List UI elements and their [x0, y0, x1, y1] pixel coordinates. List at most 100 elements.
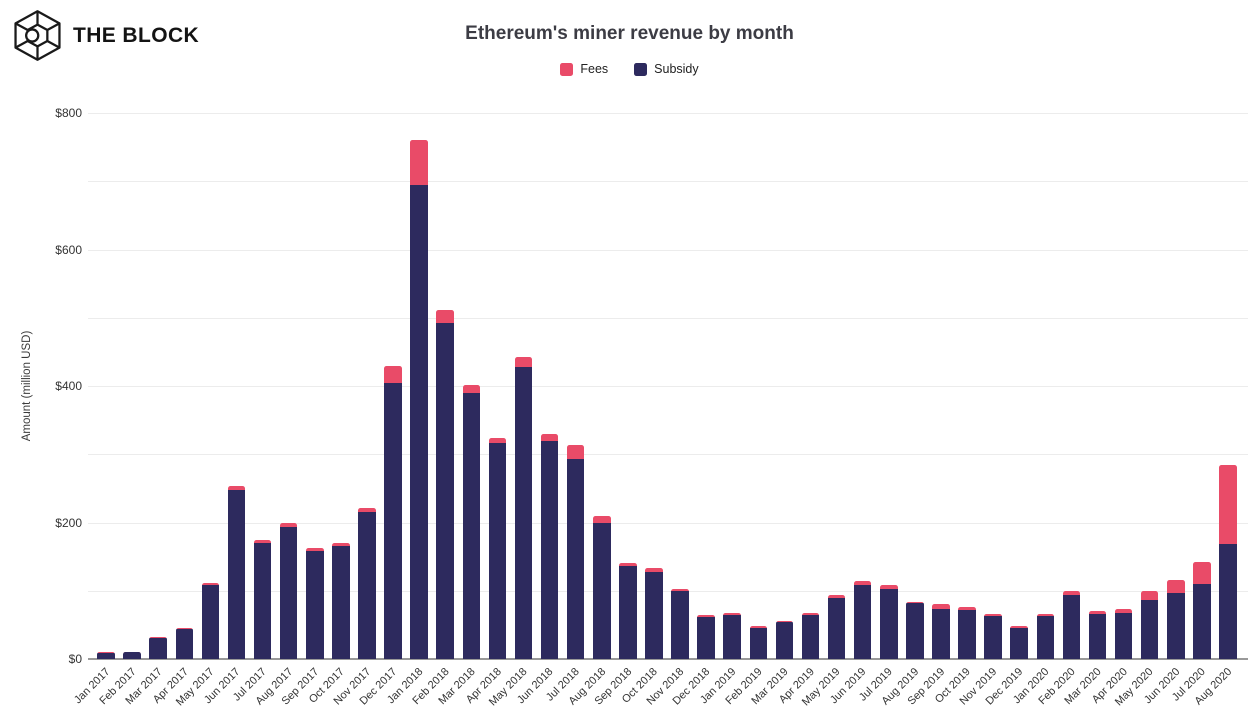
bar-mar-2019[interactable]	[775, 620, 794, 659]
bar-may-2017[interactable]	[201, 582, 220, 659]
bar-apr-2019[interactable]	[801, 613, 820, 659]
bar-jul-2020-fees[interactable]	[1193, 562, 1211, 584]
bar-dec-2017-fees[interactable]	[384, 365, 402, 383]
bar-aug-2018-subsidy[interactable]	[593, 522, 611, 659]
bar-sep-2017-subsidy[interactable]	[306, 551, 324, 659]
bar-apr-2019-fees[interactable]	[801, 613, 820, 616]
bar-apr-2019-subsidy[interactable]	[801, 615, 820, 659]
bar-dec-2019-fees[interactable]	[1010, 626, 1028, 628]
bar-feb-2020-subsidy[interactable]	[1062, 594, 1081, 659]
legend-item-subsidy[interactable]: Subsidy	[634, 62, 699, 76]
bar-mar-2020-subsidy[interactable]	[1088, 613, 1107, 659]
bar-dec-2018-subsidy[interactable]	[697, 617, 715, 659]
bar-oct-2017-subsidy[interactable]	[332, 546, 350, 659]
bar-jun-2017[interactable]	[227, 485, 246, 659]
bar-jun-2020-subsidy[interactable]	[1167, 593, 1185, 659]
bar-feb-2019-subsidy[interactable]	[749, 627, 768, 659]
bar-sep-2019-subsidy[interactable]	[932, 609, 950, 659]
bar-aug-2020-fees[interactable]	[1219, 464, 1237, 545]
bar-jun-2018[interactable]	[540, 434, 559, 659]
bar-may-2019[interactable]	[827, 594, 846, 659]
bar-jan-2020[interactable]	[1036, 613, 1055, 659]
bar-jul-2020-subsidy[interactable]	[1193, 583, 1211, 659]
bar-oct-2019-fees[interactable]	[958, 607, 976, 610]
bar-jul-2017[interactable]	[253, 539, 272, 659]
bar-feb-2019[interactable]	[749, 626, 768, 659]
bar-feb-2018-fees[interactable]	[436, 310, 454, 324]
bar-jan-2019-subsidy[interactable]	[723, 614, 741, 659]
bar-jul-2019-fees[interactable]	[880, 585, 898, 589]
bar-jun-2020[interactable]	[1167, 579, 1185, 659]
bar-aug-2020[interactable]	[1219, 464, 1237, 659]
bar-jun-2020-fees[interactable]	[1167, 579, 1185, 594]
bar-mar-2020[interactable]	[1088, 610, 1107, 659]
bar-apr-2020-fees[interactable]	[1114, 609, 1133, 613]
bar-nov-2019-subsidy[interactable]	[984, 616, 1002, 659]
bar-oct-2019-subsidy[interactable]	[958, 609, 976, 659]
bar-dec-2018[interactable]	[697, 615, 715, 659]
bar-oct-2018-subsidy[interactable]	[645, 571, 663, 659]
bar-jul-2020[interactable]	[1193, 562, 1211, 659]
bar-sep-2017[interactable]	[306, 547, 324, 659]
bar-sep-2019-fees[interactable]	[932, 604, 950, 610]
bar-mar-2017[interactable]	[149, 637, 167, 659]
bar-jul-2018[interactable]	[566, 445, 585, 659]
bar-jul-2019[interactable]	[880, 585, 898, 659]
bar-mar-2018[interactable]	[462, 384, 481, 659]
bar-mar-2017-subsidy[interactable]	[149, 637, 167, 659]
bar-mar-2018-subsidy[interactable]	[462, 392, 481, 659]
bar-apr-2018-subsidy[interactable]	[488, 442, 507, 659]
bar-feb-2018[interactable]	[436, 310, 454, 659]
bar-apr-2017-fees[interactable]	[175, 628, 194, 630]
bar-may-2018-fees[interactable]	[514, 356, 533, 367]
bar-aug-2017-fees[interactable]	[279, 522, 298, 527]
bar-may-2020[interactable]	[1140, 591, 1159, 659]
bar-jan-2019-fees[interactable]	[723, 612, 741, 615]
bar-may-2020-subsidy[interactable]	[1140, 600, 1159, 659]
bar-apr-2018-fees[interactable]	[488, 437, 507, 443]
bar-nov-2017[interactable]	[358, 508, 376, 659]
bar-dec-2018-fees[interactable]	[697, 615, 715, 618]
bar-jan-2018[interactable]	[410, 140, 428, 659]
bar-aug-2019-subsidy[interactable]	[906, 603, 924, 659]
bar-mar-2017-fees[interactable]	[149, 637, 167, 638]
bar-mar-2019-fees[interactable]	[775, 620, 794, 623]
bar-nov-2018[interactable]	[671, 588, 689, 659]
bar-nov-2017-fees[interactable]	[358, 508, 376, 513]
bar-jan-2017-subsidy[interactable]	[97, 652, 115, 659]
bar-dec-2019[interactable]	[1010, 626, 1028, 659]
bar-nov-2018-subsidy[interactable]	[671, 591, 689, 659]
bar-jul-2017-subsidy[interactable]	[253, 542, 272, 659]
bar-may-2018[interactable]	[514, 356, 533, 659]
bar-feb-2020-fees[interactable]	[1062, 591, 1081, 595]
bar-may-2018-subsidy[interactable]	[514, 366, 533, 659]
bar-aug-2017-subsidy[interactable]	[279, 526, 298, 659]
bar-may-2017-subsidy[interactable]	[201, 584, 220, 659]
bar-nov-2019[interactable]	[984, 613, 1002, 659]
bar-jul-2018-subsidy[interactable]	[566, 459, 585, 659]
bar-jan-2020-fees[interactable]	[1036, 613, 1055, 617]
bar-mar-2020-fees[interactable]	[1088, 610, 1107, 614]
bar-nov-2018-fees[interactable]	[671, 588, 689, 592]
bar-nov-2017-subsidy[interactable]	[358, 512, 376, 659]
bar-feb-2018-subsidy[interactable]	[436, 323, 454, 659]
bar-oct-2017-fees[interactable]	[332, 542, 350, 547]
bar-jul-2018-fees[interactable]	[566, 445, 585, 460]
bar-sep-2018-subsidy[interactable]	[619, 566, 637, 659]
bar-nov-2019-fees[interactable]	[984, 613, 1002, 617]
bar-oct-2018-fees[interactable]	[645, 568, 663, 572]
bar-apr-2017[interactable]	[175, 628, 194, 659]
bar-may-2019-subsidy[interactable]	[827, 598, 846, 659]
bar-oct-2017[interactable]	[332, 542, 350, 659]
bar-mar-2019-subsidy[interactable]	[775, 622, 794, 659]
bar-jan-2018-subsidy[interactable]	[410, 184, 428, 659]
legend-item-fees[interactable]: Fees	[560, 62, 608, 76]
bar-jun-2019-subsidy[interactable]	[853, 584, 872, 659]
bar-may-2020-fees[interactable]	[1140, 591, 1159, 601]
bar-jun-2019-fees[interactable]	[853, 580, 872, 585]
bar-aug-2018[interactable]	[593, 515, 611, 659]
bar-dec-2017[interactable]	[384, 365, 402, 659]
bar-jun-2017-fees[interactable]	[227, 485, 246, 490]
bar-jul-2019-subsidy[interactable]	[880, 588, 898, 659]
bar-sep-2018[interactable]	[619, 562, 637, 659]
